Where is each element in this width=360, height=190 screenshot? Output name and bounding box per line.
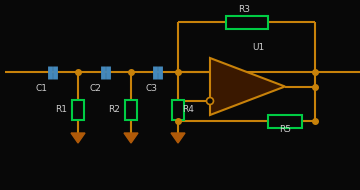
Bar xyxy=(125,100,137,120)
Text: R2: R2 xyxy=(108,105,120,115)
Bar xyxy=(225,16,267,28)
Polygon shape xyxy=(124,133,138,143)
Polygon shape xyxy=(71,133,85,143)
Text: R5: R5 xyxy=(279,125,291,134)
Text: R4: R4 xyxy=(182,105,194,115)
Bar xyxy=(268,115,302,127)
Text: C3: C3 xyxy=(145,84,157,93)
Circle shape xyxy=(207,97,213,104)
Text: U1: U1 xyxy=(252,43,264,52)
Bar xyxy=(172,100,184,120)
Text: R3: R3 xyxy=(238,5,251,14)
Text: C2: C2 xyxy=(89,84,101,93)
Bar xyxy=(72,100,84,120)
Text: R1: R1 xyxy=(55,105,67,115)
Polygon shape xyxy=(210,58,285,115)
Text: C1: C1 xyxy=(36,84,48,93)
Polygon shape xyxy=(171,133,185,143)
